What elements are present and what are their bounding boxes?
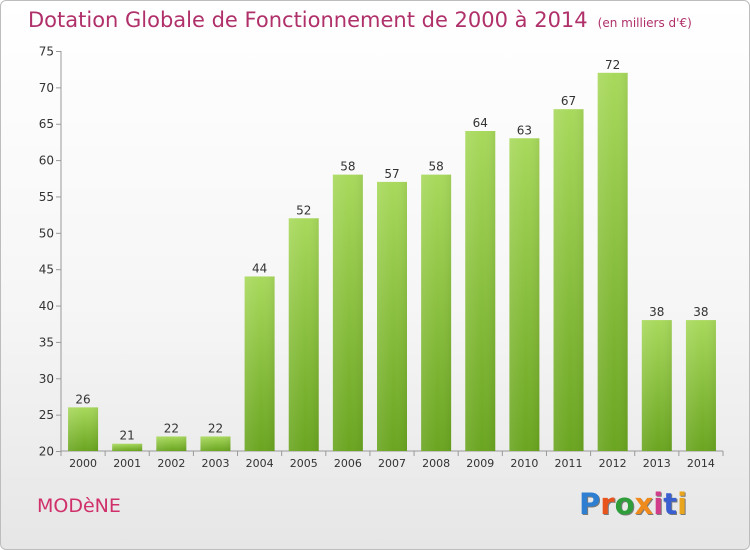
bar-value-label: 22 [164,421,179,435]
proxiti-logo: Proxiti [579,487,687,521]
logo-letter: i [653,487,664,521]
bar-shade [200,436,231,451]
bar-shade [332,174,363,452]
bar-value-label: 58 [428,160,443,174]
y-tick-label: 50 [39,226,54,240]
bar-shade [421,174,452,452]
x-tick-label: 2008 [422,457,450,470]
bar-shade [597,72,628,452]
logo-letter: r [600,487,615,521]
bar-value-label: 38 [693,305,708,319]
bar-shade [641,320,672,451]
bar-value-label: 67 [561,94,576,108]
x-tick-label: 2004 [246,457,274,470]
title-text: Dotation Globale de Fonctionnement de 20… [28,8,588,32]
x-tick-label: 2009 [466,457,494,470]
x-tick-label: 2014 [687,457,715,470]
x-tick-label: 2007 [378,457,406,470]
x-tick-label: 2010 [510,457,538,470]
bar-shade [685,320,716,451]
bar-shade [509,138,540,452]
city-name: MODèNE [37,495,121,517]
bar-shade [112,443,143,451]
bar-shade [377,181,407,451]
bar-value-label: 38 [649,305,664,319]
logo-letter: t [663,487,678,521]
bar-value-label: 64 [473,116,488,130]
bar-shade [465,131,496,451]
x-tick-label: 2012 [599,457,627,470]
chart-title: Dotation Globale de Fonctionnement de 20… [28,8,692,32]
y-tick-label: 25 [39,408,54,422]
bar-value-label: 57 [384,167,399,181]
bar-shade [156,436,187,451]
y-tick-label: 65 [39,117,54,131]
x-tick-label: 2011 [555,457,583,470]
x-tick-label: 2006 [334,457,362,470]
bar-shade [68,407,99,451]
x-tick-label: 2000 [69,457,97,470]
y-tick-label: 30 [39,372,54,386]
bar-value-label: 52 [296,203,311,217]
logo-letter: o [614,487,635,521]
bar-value-label: 44 [252,261,267,275]
x-tick-label: 2003 [201,457,229,470]
y-tick-label: 20 [39,445,54,459]
y-tick-label: 35 [39,335,54,349]
bar-value-label: 21 [120,429,135,443]
x-tick-label: 2013 [643,457,671,470]
logo-letter: i [677,487,688,521]
y-tick-label: 75 [39,45,54,59]
logo-letter: P [579,487,601,521]
logo-letter: x [634,487,654,521]
bar-value-label: 72 [605,58,620,72]
bar-value-label: 58 [340,160,355,174]
chart-subtitle: (en milliers d'€) [597,16,692,30]
bar-shade [244,276,275,451]
x-tick-label: 2005 [290,457,318,470]
bar-shade [288,218,319,451]
bar-value-label: 22 [208,421,223,435]
y-tick-label: 40 [39,299,54,313]
bars [68,72,716,452]
y-tick-label: 55 [39,190,54,204]
y-tick-label: 70 [39,81,54,95]
x-tick-label: 2002 [157,457,185,470]
value-labels: 26 21 22 22 44 52 58 57 58 64 63 67 72 38 38 [75,58,708,443]
x-tick-label: 2001 [113,457,141,470]
y-tick-label: 60 [39,154,54,168]
y-tick-label: 45 [39,263,54,277]
bar-shade [553,109,584,451]
bar-value-label: 63 [517,123,532,137]
axes: 20 25 30 35 40 45 50 55 60 65 70 75 2000 2001 2002 2003… [39,45,724,470]
bar-value-label: 26 [75,392,90,406]
